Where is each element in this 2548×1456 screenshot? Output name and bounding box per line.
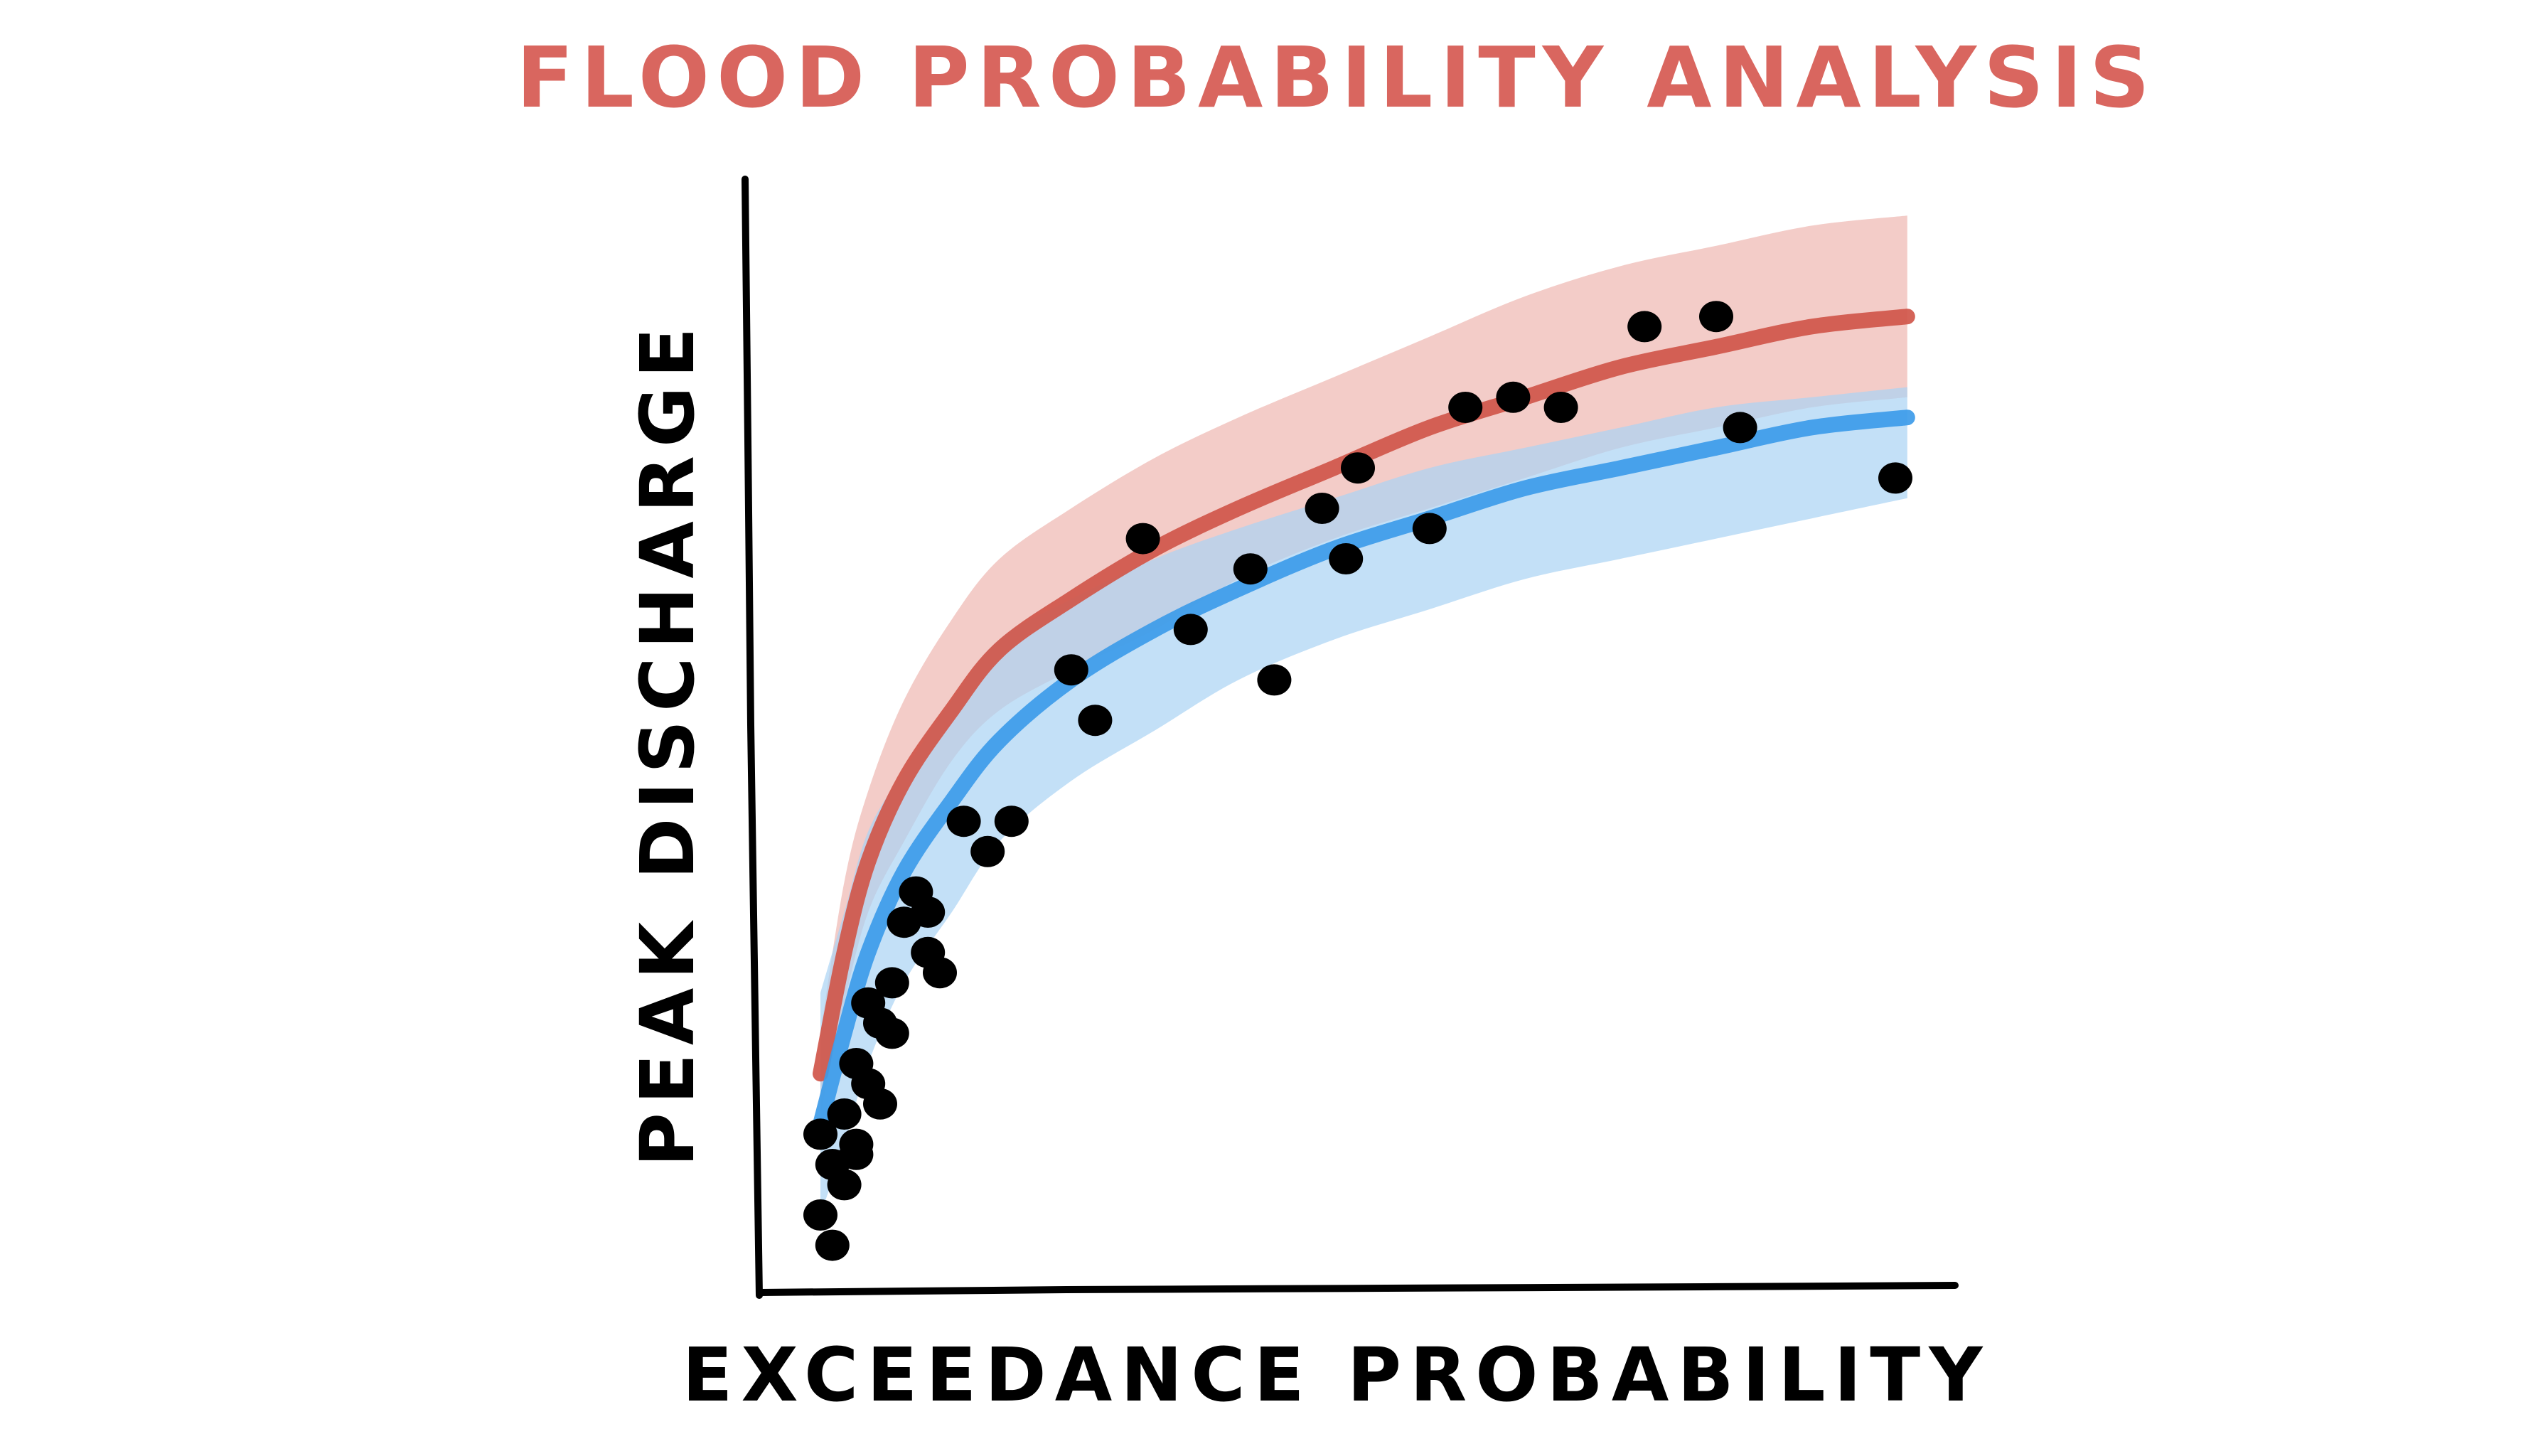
lower-curve xyxy=(813,410,1915,1133)
data-point xyxy=(815,1229,850,1261)
data-point xyxy=(827,1169,862,1201)
confidence-bands xyxy=(820,215,1907,1215)
data-point xyxy=(1329,543,1364,574)
data-point xyxy=(994,805,1029,837)
data-point xyxy=(874,967,909,999)
data-point xyxy=(1341,452,1375,484)
x-axis-label: EXCEEDANCE PROBABILITY xyxy=(682,1332,1991,1418)
data-point xyxy=(1627,311,1662,343)
data-point xyxy=(1054,654,1088,686)
data-point xyxy=(839,1138,874,1170)
data-point xyxy=(874,1017,909,1049)
data-points xyxy=(803,301,1912,1261)
data-point xyxy=(1496,381,1531,413)
data-point xyxy=(1543,392,1578,423)
y-axis-line xyxy=(742,176,763,1299)
data-point xyxy=(827,1098,862,1130)
data-point xyxy=(1233,553,1268,585)
data-point xyxy=(911,896,946,928)
chart-title: FLOOD PROBABILITY ANALYSIS xyxy=(516,28,2157,127)
data-point xyxy=(1878,462,1912,494)
upper-curve xyxy=(813,309,1915,1082)
data-point xyxy=(863,1088,897,1120)
data-point xyxy=(1125,523,1160,555)
lower-confidence-band xyxy=(820,387,1907,1215)
data-point xyxy=(1412,513,1447,545)
data-point xyxy=(1723,412,1757,444)
data-point xyxy=(1257,664,1292,696)
data-point xyxy=(1305,493,1339,524)
y-axis-label: PEAK DISCHARGE xyxy=(624,319,711,1167)
data-point xyxy=(803,1199,837,1231)
series-lines xyxy=(813,309,1915,1133)
data-point xyxy=(1448,392,1483,423)
data-point xyxy=(1173,614,1208,646)
data-point xyxy=(803,1118,837,1150)
data-point xyxy=(970,835,1005,867)
x-axis-line xyxy=(757,1282,1959,1296)
data-point xyxy=(1078,705,1113,737)
data-point xyxy=(1699,301,1733,333)
data-point xyxy=(923,957,957,989)
data-point xyxy=(946,805,981,837)
